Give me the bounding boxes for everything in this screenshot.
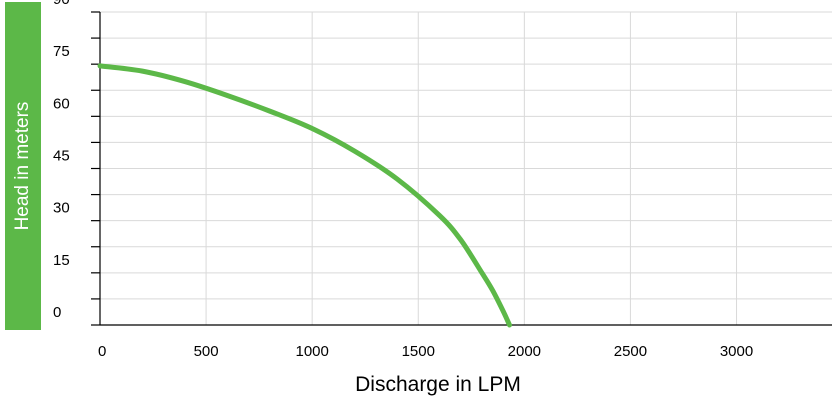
- y-tick-label: 15: [53, 252, 70, 269]
- y-tick-label: 60: [53, 95, 70, 112]
- y-axis-label-box: Head in meters: [5, 2, 41, 330]
- y-tick-label: 0: [53, 304, 61, 321]
- x-tick-label: 3000: [720, 343, 753, 360]
- x-tick-label: 1500: [402, 343, 435, 360]
- y-tick-label: 30: [53, 200, 70, 217]
- x-tick-label: 2500: [614, 343, 647, 360]
- y-tick-label: 45: [53, 148, 70, 165]
- x-tick-label: 1000: [295, 343, 328, 360]
- x-tick-label: 2000: [508, 343, 541, 360]
- x-tick-label: 500: [194, 343, 219, 360]
- series-line: [97, 63, 512, 328]
- y-tick-label: 90: [53, 0, 70, 8]
- x-axis-label: Discharge in LPM: [355, 373, 521, 396]
- x-tick-label: 0: [98, 343, 106, 360]
- y-tick-label: 75: [53, 43, 70, 60]
